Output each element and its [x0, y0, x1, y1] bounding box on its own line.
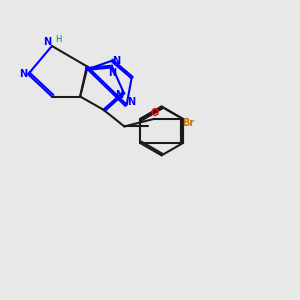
Text: H: H	[55, 35, 61, 44]
Text: N: N	[20, 69, 28, 79]
Text: Br: Br	[182, 118, 195, 128]
Text: N: N	[127, 97, 135, 107]
Text: N: N	[112, 56, 120, 66]
Text: O: O	[150, 108, 159, 118]
Text: N: N	[108, 68, 116, 78]
Text: N: N	[44, 37, 52, 46]
Text: N: N	[115, 90, 123, 100]
